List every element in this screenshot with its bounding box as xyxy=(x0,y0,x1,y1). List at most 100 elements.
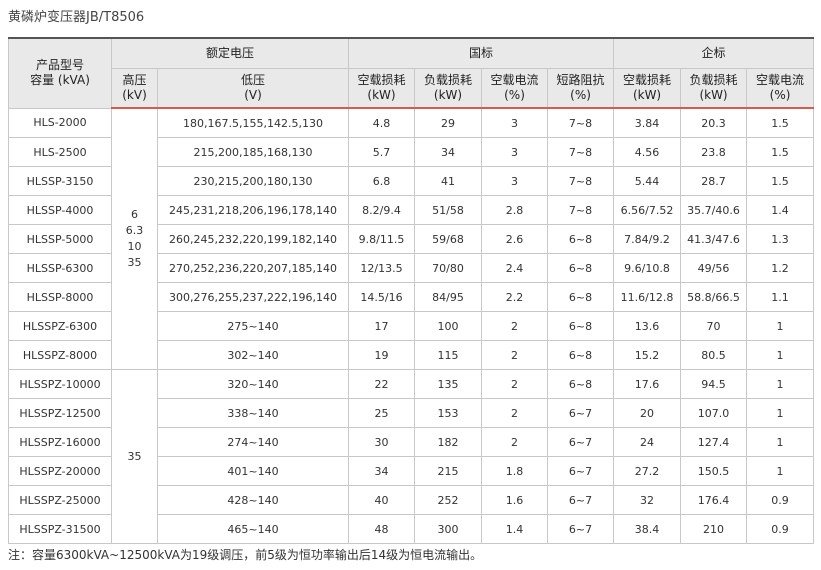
hv-value: 10 xyxy=(127,240,142,253)
enterprise-load-loss-cell: 41.3/47.6 xyxy=(680,224,748,254)
enterprise-load-loss-cell: 210 xyxy=(680,514,748,544)
model-cell: HLSSPZ-25000 xyxy=(8,485,112,515)
model-cell: HLSSPZ-12500 xyxy=(8,398,112,428)
enterprise-no-load-loss-cell: 5.44 xyxy=(613,166,682,196)
impedance-cell: 6~8 xyxy=(547,253,615,283)
model-cell: HLS-2000 xyxy=(8,107,112,138)
unit-kw: (kW) xyxy=(699,88,728,102)
table-row: HLS-2500 215,200,185,168,130 5.7 34 3 7~8 4.56… xyxy=(8,137,815,167)
lv-cell: 338~140 xyxy=(156,398,350,428)
enterprise-load-loss-cell: 20.3 xyxy=(680,107,748,138)
lv-unit: (V) xyxy=(244,88,262,102)
unit-pct: (%) xyxy=(769,88,791,102)
national-load-loss-cell: 34 xyxy=(414,137,483,167)
lv-cell: 428~140 xyxy=(156,485,350,515)
enterprise-load-loss-cell: 107.0 xyxy=(680,398,748,428)
enterprise-no-load-current-cell: 1 xyxy=(746,427,815,457)
unit-kw: (kW) xyxy=(433,88,463,102)
hv-value: 35 xyxy=(127,256,142,269)
national-no-load-loss-cell: 34 xyxy=(348,456,416,486)
enterprise-no-load-loss-cell: 11.6/12.8 xyxy=(613,282,682,312)
enterprise-no-load-current-cell: 0.9 xyxy=(746,485,815,515)
hv-value: 6 xyxy=(131,208,138,221)
national-load-loss-cell: 29 xyxy=(414,107,483,138)
lv-cell: 245,231,218,206,196,178,140 xyxy=(156,195,350,225)
unit-pct: (%) xyxy=(504,88,525,102)
enterprise-no-load-current-cell: 1 xyxy=(746,456,815,486)
national-no-load-current-cell: 2 xyxy=(481,311,549,341)
table-row: HLSSPZ-31500 465~140 48 300 1.4 6~7 38.4 210 0.9 xyxy=(8,514,815,544)
enterprise-load-loss-cell: 70 xyxy=(680,311,748,341)
enterprise-no-load-loss-cell: 27.2 xyxy=(613,456,682,486)
nl-loss-label: 空载损耗 xyxy=(357,73,406,87)
unit-pct: (%) xyxy=(570,88,591,102)
hv-label: 高压 xyxy=(122,73,147,87)
enterprise-no-load-current-cell: 1.1 xyxy=(746,282,815,312)
national-no-load-loss-cell: 4.8 xyxy=(348,107,416,138)
impedance-cell: 6~8 xyxy=(547,282,615,312)
enterprise-no-load-loss-cell: 7.84/9.2 xyxy=(613,224,682,254)
lv-cell: 270,252,236,220,207,185,140 xyxy=(156,253,350,283)
enterprise-no-load-loss-cell: 32 xyxy=(613,485,682,515)
impedance-cell: 7~8 xyxy=(547,137,615,167)
model-cell: HLS-2500 xyxy=(8,137,112,167)
lv-cell: 300,276,255,237,222,196,140 xyxy=(156,282,350,312)
national-load-loss-cell: 84/95 xyxy=(414,282,483,312)
table-row: HLSSP-5000 260,245,232,220,199,182,140 9.8… xyxy=(8,224,815,254)
national-no-load-loss-cell: 48 xyxy=(348,514,416,544)
nl-current-label: 空载电流 xyxy=(756,73,805,87)
national-no-load-current-cell: 2.6 xyxy=(481,224,549,254)
national-load-loss-cell: 252 xyxy=(414,485,483,515)
national-no-load-loss-cell: 9.8/11.5 xyxy=(348,224,416,254)
unit-kw: (kW) xyxy=(367,88,396,102)
national-load-loss-cell: 115 xyxy=(414,340,483,370)
national-no-load-loss-cell: 40 xyxy=(348,485,416,515)
national-no-load-current-cell: 1.8 xyxy=(481,456,549,486)
enterprise-no-load-current-cell: 1 xyxy=(746,369,815,399)
national-load-loss-cell: 70/80 xyxy=(414,253,483,283)
enterprise-load-loss-cell: 94.5 xyxy=(680,369,748,399)
hv-cell-group-1: 6 6.3 10 35 xyxy=(111,107,158,370)
lv-cell: 230,215,200,180,130 xyxy=(156,166,350,196)
national-no-load-loss-cell: 22 xyxy=(348,369,416,399)
model-cell: HLSSPZ-10000 xyxy=(8,369,112,399)
enterprise-load-loss-header: 负载损耗 (kW) xyxy=(680,68,748,109)
enterprise-no-load-current-cell: 1.5 xyxy=(746,107,815,138)
enterprise-no-load-loss-cell: 15.2 xyxy=(613,340,682,370)
lv-cell: 274~140 xyxy=(156,427,350,457)
national-load-loss-cell: 300 xyxy=(414,514,483,544)
enterprise-load-loss-cell: 28.7 xyxy=(680,166,748,196)
national-no-load-current-cell: 2 xyxy=(481,398,549,428)
enterprise-no-load-loss-cell: 20 xyxy=(613,398,682,428)
national-standard-header: 国标 xyxy=(348,37,615,69)
model-cell: HLSSPZ-6300 xyxy=(8,311,112,341)
national-no-load-current-cell: 3 xyxy=(481,137,549,167)
nl-loss-label: 空载损耗 xyxy=(623,73,672,87)
table-row: HLSSP-8000 300,276,255,237,222,196,140 14.… xyxy=(8,282,815,312)
national-no-load-loss-cell: 25 xyxy=(348,398,416,428)
enterprise-no-load-current-cell: 1.3 xyxy=(746,224,815,254)
table-row: HLSSP-6300 270,252,236,220,207,185,140 12/… xyxy=(8,253,815,283)
national-no-load-loss-cell: 14.5/16 xyxy=(348,282,416,312)
hv-header: 高压 (kV) xyxy=(111,68,158,109)
enterprise-no-load-current-cell: 1 xyxy=(746,311,815,341)
national-impedance-header: 短路阻抗 (%) xyxy=(547,68,615,109)
model-cell: HLSSP-3150 xyxy=(8,166,112,196)
national-load-loss-cell: 182 xyxy=(414,427,483,457)
national-no-load-current-cell: 2.4 xyxy=(481,253,549,283)
enterprise-load-loss-cell: 35.7/40.6 xyxy=(680,195,748,225)
impedance-cell: 6~8 xyxy=(547,224,615,254)
national-no-load-current-cell: 2 xyxy=(481,369,549,399)
enterprise-load-loss-cell: 58.8/66.5 xyxy=(680,282,748,312)
enterprise-no-load-current-header: 空载电流 (%) xyxy=(746,68,815,109)
national-no-load-current-cell: 3 xyxy=(481,107,549,138)
enterprise-no-load-loss-cell: 6.56/7.52 xyxy=(613,195,682,225)
model-cell: HLSSP-5000 xyxy=(8,224,112,254)
impedance-cell: 6~7 xyxy=(547,398,615,428)
enterprise-no-load-loss-header: 空载损耗 (kW) xyxy=(613,68,682,109)
national-no-load-current-header: 空载电流 (%) xyxy=(481,68,549,109)
national-load-loss-cell: 41 xyxy=(414,166,483,196)
enterprise-no-load-current-cell: 1.2 xyxy=(746,253,815,283)
lv-cell: 465~140 xyxy=(156,514,350,544)
national-no-load-loss-cell: 12/13.5 xyxy=(348,253,416,283)
